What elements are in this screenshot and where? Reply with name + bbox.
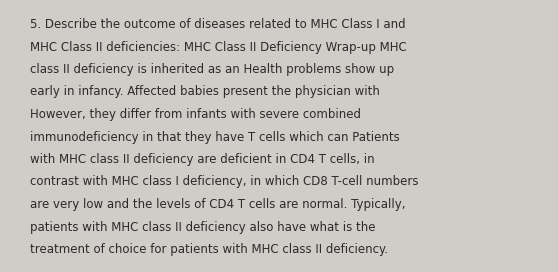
- Text: early in infancy. Affected babies present the physician with: early in infancy. Affected babies presen…: [30, 85, 380, 98]
- Text: MHC Class II deficiencies: MHC Class II Deficiency Wrap-up MHC: MHC Class II deficiencies: MHC Class II …: [30, 41, 407, 54]
- Text: contrast with MHC class I deficiency, in which CD8 T-cell numbers: contrast with MHC class I deficiency, in…: [30, 175, 418, 188]
- Text: immunodeficiency in that they have T cells which can Patients: immunodeficiency in that they have T cel…: [30, 131, 400, 144]
- Text: are very low and the levels of CD4 T cells are normal. Typically,: are very low and the levels of CD4 T cel…: [30, 198, 406, 211]
- Text: treatment of choice for patients with MHC class II deficiency.: treatment of choice for patients with MH…: [30, 243, 388, 256]
- Text: with MHC class II deficiency are deficient in CD4 T cells, in: with MHC class II deficiency are deficie…: [30, 153, 374, 166]
- Text: class II deficiency is inherited as an Health problems show up: class II deficiency is inherited as an H…: [30, 63, 394, 76]
- Text: patients with MHC class II deficiency also have what is the: patients with MHC class II deficiency al…: [30, 221, 376, 233]
- Text: 5. Describe the outcome of diseases related to MHC Class I and: 5. Describe the outcome of diseases rela…: [30, 18, 406, 31]
- Text: However, they differ from infants with severe combined: However, they differ from infants with s…: [30, 108, 361, 121]
